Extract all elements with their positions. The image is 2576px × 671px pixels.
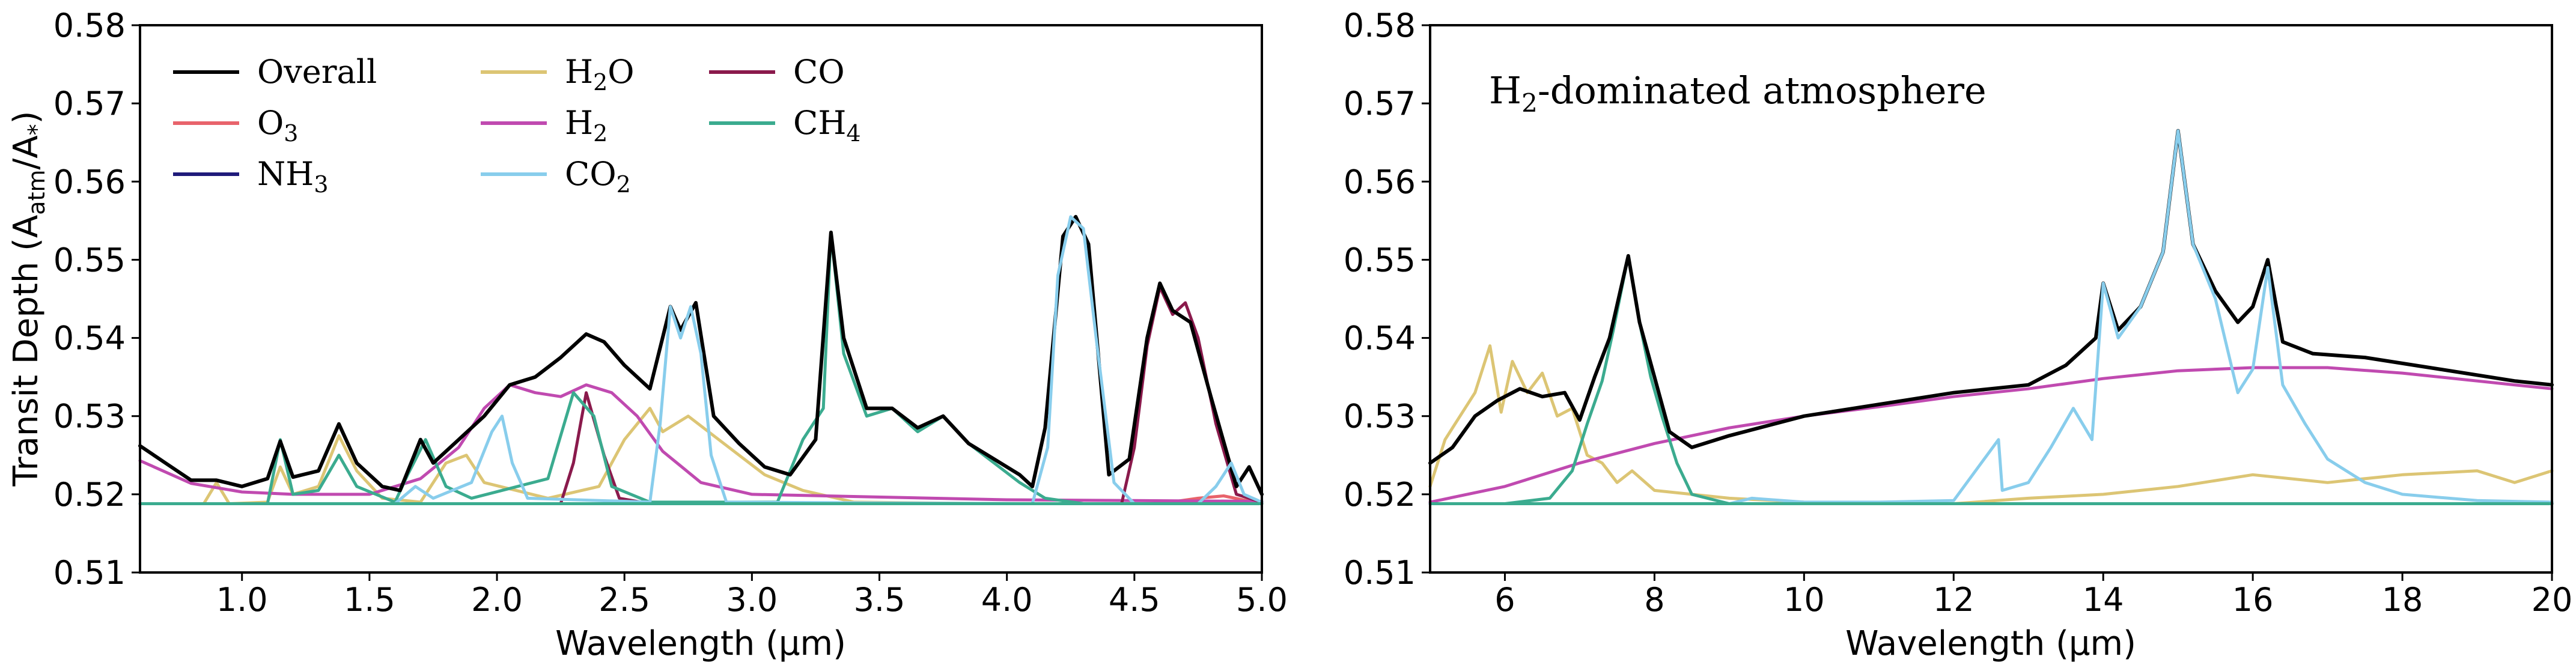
x-tick-label: 3.5 (854, 581, 906, 619)
legend-item-h2: H2 (481, 104, 607, 147)
left-plot-frame (139, 24, 1263, 574)
legend-label: CO2 (565, 155, 631, 198)
left-y-ticks: 0.51 0.52 0.53 0.54 0.55 0.56 0.57 0.58 (53, 7, 140, 592)
y-tick-label: 0.58 (1344, 7, 1416, 44)
series-line-overall (1428, 129, 2554, 465)
x-tick-label: 10 (1783, 581, 1825, 619)
legend-item-o3: O3 (173, 104, 298, 147)
y-tick-label: 0.56 (1344, 163, 1416, 201)
atmosphere-annotation: H2-dominated atmosphere (1489, 68, 1987, 118)
series-line-h2 (138, 383, 1264, 503)
right-panel: 6 8 10 12 14 16 18 20 0.510.520.530.540.550.560… (1344, 7, 2573, 663)
y-tick-label: 0.51 (53, 554, 126, 592)
legend-label: Overall (257, 53, 377, 91)
series-line-overall (138, 214, 1264, 496)
x-tick-label: 20 (2532, 581, 2573, 619)
y-axis-label: Transit Depth (Aatm/A*) (7, 111, 50, 487)
left-panel: 1.0 1.5 2.0 2.5 3.0 3.5 4.0 4.5 5.0 0.51 0.52 0.53… (7, 7, 1288, 663)
x-tick-label: 1.0 (216, 581, 268, 619)
y-tick-label: 0.58 (53, 7, 126, 44)
legend: Overall O3 NH3 H2O H2 CO2 CO CH4 (173, 53, 861, 198)
x-tick-label: 1.5 (344, 581, 395, 619)
y-tick-label: 0.53 (1344, 398, 1416, 436)
legend-label: O3 (257, 104, 298, 147)
left-series-group (138, 214, 1264, 505)
y-tick-label: 0.57 (53, 85, 126, 123)
legend-label: CH4 (793, 104, 861, 147)
x-tick-label: 5.0 (1236, 581, 1288, 619)
x-tick-label: 2.0 (471, 581, 523, 619)
x-tick-label: 12 (1933, 581, 1975, 619)
y-tick-label: 0.51 (1344, 554, 1416, 592)
series-line-ch4 (1428, 254, 2554, 505)
right-plot-frame (1429, 24, 2553, 574)
x-tick-label: 6 (1494, 581, 1515, 619)
y-tick-label: 0.52 (1344, 476, 1416, 514)
y-tick-label: 0.54 (1344, 320, 1416, 357)
x-tick-label: 14 (2083, 581, 2124, 619)
y-tick-label: 0.53 (53, 398, 126, 436)
legend-item-nh3: NH3 (173, 155, 329, 198)
right-x-ticks: 6 8 10 12 14 16 18 20 (1494, 572, 2572, 619)
legend-label: CO (793, 53, 845, 91)
x-tick-label: 3.0 (726, 581, 778, 619)
y-tick-label: 0.52 (53, 476, 126, 514)
y-tick-label: 0.57 (1344, 85, 1416, 123)
legend-item-co2: CO2 (481, 155, 631, 198)
left-x-axis-label: Wavelength (μm) (555, 624, 846, 663)
legend-item-overall: Overall (173, 53, 377, 91)
legend-label: H2O (565, 53, 635, 96)
legend-label: NH3 (257, 155, 329, 198)
legend-item-co: CO (709, 53, 845, 91)
x-tick-label: 8 (1644, 581, 1664, 619)
right-y-ticks: 0.51 0.52 0.53 0.54 0.55 0.56 0.57 0.58 (1344, 7, 1430, 592)
x-tick-label: 4.0 (981, 581, 1033, 619)
series-line-h2 (1428, 366, 2554, 504)
x-tick-label: 18 (2382, 581, 2423, 619)
x-tick-label: 2.5 (598, 581, 650, 619)
series-line-h2o (1428, 344, 2554, 505)
legend-label: H2 (565, 104, 607, 147)
y-tick-label: 0.55 (1344, 241, 1416, 279)
legend-item-h2o: H2O (481, 53, 635, 96)
x-tick-label: 16 (2232, 581, 2274, 619)
series-line-co2 (1428, 129, 2554, 505)
y-tick-label: 0.54 (53, 320, 126, 357)
y-tick-label: 0.56 (53, 163, 126, 201)
series-line-h2o (138, 407, 1264, 505)
right-x-axis-label: Wavelength (μm) (1845, 624, 2136, 663)
left-x-ticks: 1.0 1.5 2.0 2.5 3.0 3.5 4.0 4.5 5.0 (216, 572, 1288, 619)
x-tick-label: 4.5 (1109, 581, 1160, 619)
series-line-co2 (138, 215, 1264, 505)
right-series-group (1428, 129, 2554, 505)
y-tick-label: 0.55 (53, 241, 126, 279)
legend-item-ch4: CH4 (709, 104, 861, 147)
